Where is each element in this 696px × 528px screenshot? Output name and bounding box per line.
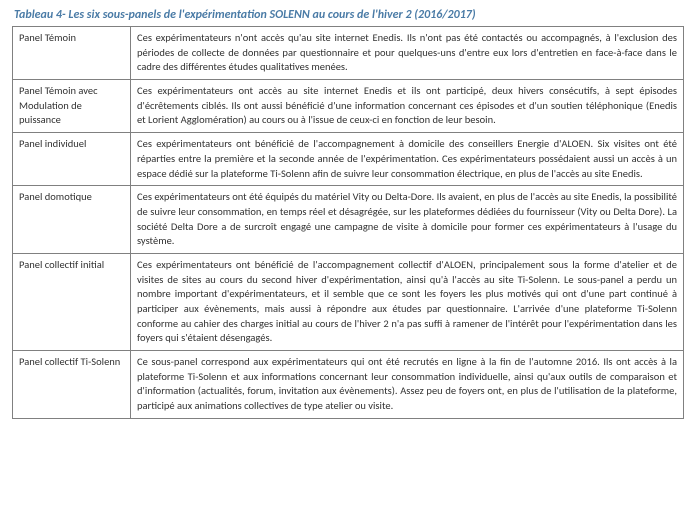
panel-description: Ces expérimentateurs ont été équipés du … xyxy=(131,186,684,254)
panels-table: Panel Témoin Ces expérimentateurs n'ont … xyxy=(12,26,684,419)
panel-label: Panel Témoin xyxy=(13,27,131,80)
panel-label: Panel collectif initial xyxy=(13,253,131,350)
panel-description: Ces expérimentateurs ont bénéficié de l'… xyxy=(131,253,684,350)
table-row: Panel collectif Ti-Solenn Ce sous-panel … xyxy=(13,351,684,419)
panel-label: Panel domotique xyxy=(13,186,131,254)
panel-description: Ce sous-panel correspond aux expérimenta… xyxy=(131,351,684,419)
table-row: Panel collectif initial Ces expérimentat… xyxy=(13,253,684,350)
panel-label: Panel Témoin avec Modulation de puissanc… xyxy=(13,80,131,133)
table-caption: Tableau 4- Les six sous-panels de l'expé… xyxy=(12,8,684,22)
panel-description: Ces expérimentateurs ont bénéficié de l'… xyxy=(131,133,684,186)
panel-description: Ces expérimentateurs ont accès au site i… xyxy=(131,80,684,133)
panel-label: Panel individuel xyxy=(13,133,131,186)
table-row: Panel Témoin Ces expérimentateurs n'ont … xyxy=(13,27,684,80)
panel-label: Panel collectif Ti-Solenn xyxy=(13,351,131,419)
table-row: Panel individuel Ces expérimentateurs on… xyxy=(13,133,684,186)
table-row: Panel Témoin avec Modulation de puissanc… xyxy=(13,80,684,133)
table-row: Panel domotique Ces expérimentateurs ont… xyxy=(13,186,684,254)
panel-description: Ces expérimentateurs n'ont accès qu'au s… xyxy=(131,27,684,80)
